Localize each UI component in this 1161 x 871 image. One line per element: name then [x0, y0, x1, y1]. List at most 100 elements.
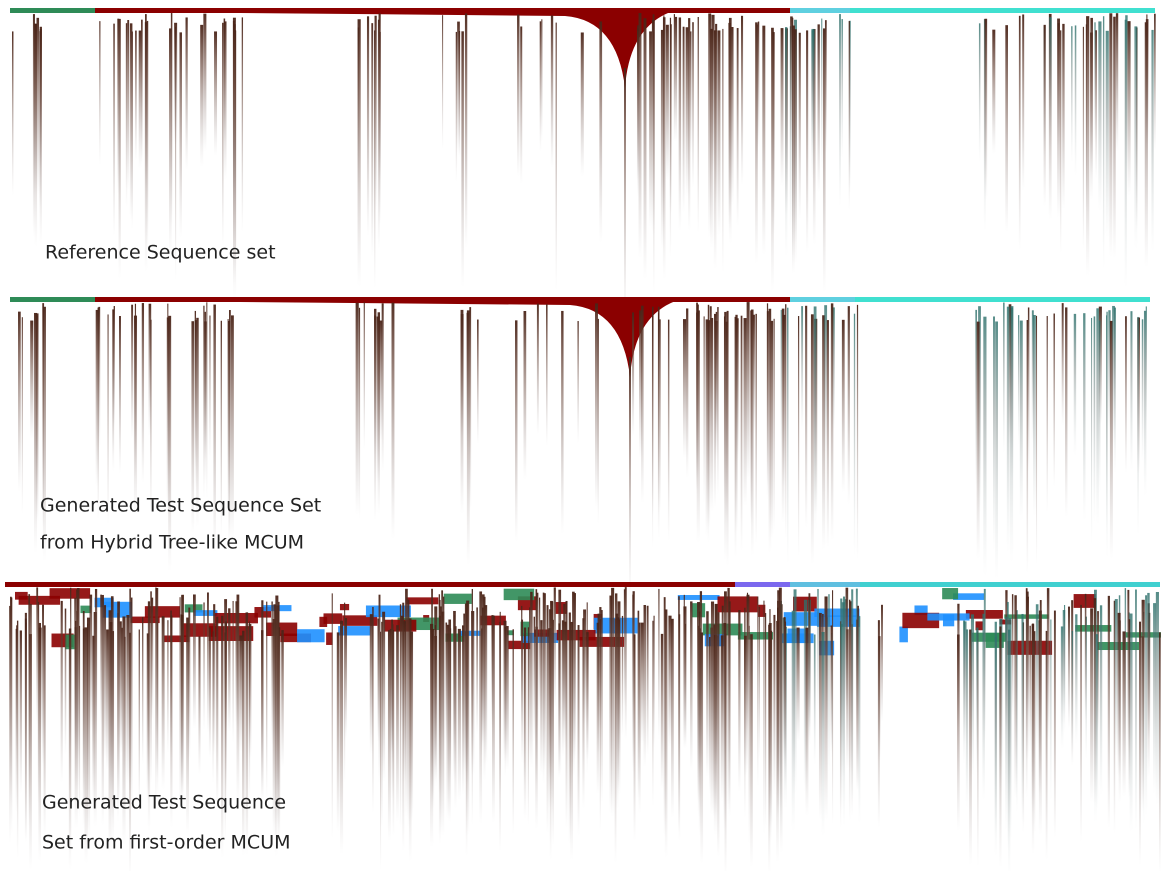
branch	[814, 635, 816, 766]
branch	[1053, 314, 1054, 487]
branch	[692, 22, 694, 188]
branch	[686, 308, 688, 478]
branch	[729, 601, 731, 817]
branch	[846, 588, 849, 709]
branch	[1022, 14, 1024, 190]
branch	[806, 30, 808, 252]
branch	[573, 593, 576, 760]
branch	[147, 21, 149, 248]
branch	[1007, 307, 1010, 553]
branch	[540, 21, 542, 152]
branch	[823, 28, 826, 292]
branch	[467, 313, 469, 448]
block	[326, 632, 332, 644]
top-band	[240, 582, 735, 587]
branch	[1154, 14, 1156, 151]
branch	[1075, 25, 1077, 176]
branch	[1129, 619, 1131, 798]
branch	[881, 605, 883, 722]
branch	[179, 32, 181, 237]
branch	[1050, 619, 1051, 801]
branch	[513, 629, 514, 834]
branch	[1135, 589, 1137, 830]
branch	[162, 616, 165, 789]
block	[145, 606, 180, 617]
branch	[520, 26, 522, 184]
branch	[539, 598, 540, 713]
branch	[841, 624, 843, 811]
branch	[849, 600, 851, 822]
branch	[126, 23, 127, 207]
branch	[34, 313, 37, 553]
branch	[1064, 605, 1065, 734]
branch	[39, 31, 41, 208]
panel-label: Reference Sequence set	[45, 242, 276, 264]
branch	[824, 305, 827, 455]
branch	[410, 632, 413, 822]
branch	[644, 605, 646, 767]
block	[738, 632, 773, 639]
branch	[675, 17, 677, 142]
branch	[637, 28, 639, 197]
branch	[624, 589, 625, 707]
branch	[534, 617, 535, 742]
branch	[1106, 312, 1107, 559]
branch	[1094, 316, 1096, 522]
page: Reference Sequence set Generated Test Se…	[0, 0, 1161, 871]
branch	[984, 19, 987, 201]
branch	[203, 14, 206, 152]
branch	[678, 596, 680, 832]
branch	[658, 313, 659, 515]
branch	[741, 16, 743, 185]
branch	[1100, 605, 1102, 796]
branch	[106, 629, 109, 769]
branch	[558, 623, 560, 777]
branch	[724, 312, 726, 561]
branch	[652, 621, 653, 807]
branch	[830, 625, 832, 751]
branch	[358, 27, 360, 192]
branch	[776, 621, 779, 863]
branch	[109, 622, 112, 791]
branch	[1019, 16, 1021, 250]
branch	[710, 306, 712, 438]
block	[406, 597, 438, 604]
tree-visualizations	[5, 8, 1161, 871]
branch	[87, 624, 88, 780]
branch	[729, 18, 732, 244]
branch	[155, 587, 156, 807]
branch	[1156, 592, 1159, 805]
branch	[1057, 23, 1059, 146]
branch	[622, 616, 623, 736]
block	[927, 613, 969, 620]
branch	[484, 605, 487, 765]
branch	[1159, 632, 1161, 871]
branch	[1011, 306, 1014, 479]
branch	[131, 598, 133, 810]
branch	[135, 31, 137, 161]
panel-label: Set from first-order MCUM	[42, 832, 291, 854]
branch	[461, 310, 464, 514]
branch	[1071, 26, 1072, 163]
branch	[242, 17, 243, 232]
block	[15, 592, 28, 600]
branch	[665, 609, 668, 858]
branch	[547, 605, 549, 834]
branch	[76, 589, 77, 749]
branch	[741, 316, 743, 552]
branch	[744, 318, 747, 506]
branch	[379, 595, 381, 784]
branch	[382, 612, 385, 782]
branch	[261, 630, 263, 800]
branch	[556, 23, 557, 292]
branch	[995, 622, 997, 858]
branch	[736, 318, 739, 461]
branch	[798, 316, 799, 557]
branch	[530, 592, 532, 768]
branch	[586, 632, 589, 759]
panel	[5, 582, 1161, 871]
branch	[1109, 13, 1112, 257]
branch	[403, 621, 406, 783]
branch	[715, 24, 717, 203]
block	[784, 612, 820, 626]
